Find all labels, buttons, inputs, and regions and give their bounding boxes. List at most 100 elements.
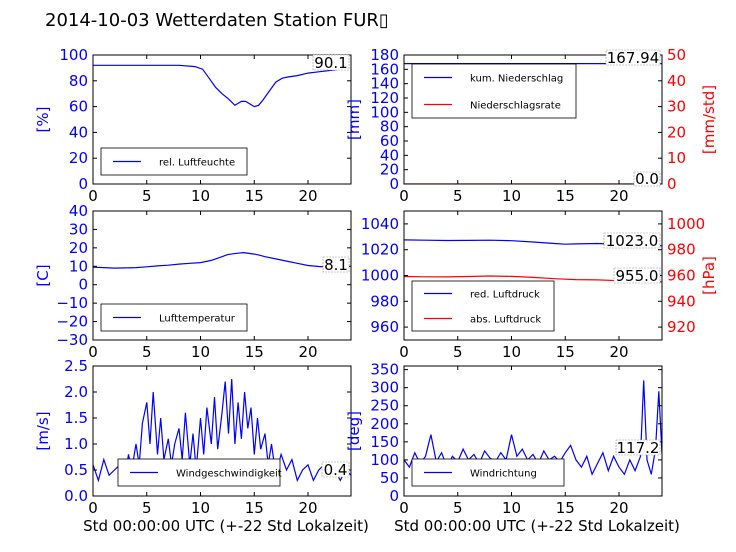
x-tick-label: 5 (142, 187, 152, 205)
y-axis-label: [%] (34, 107, 52, 133)
y-right-tick-label: 50 (667, 46, 686, 64)
y-right-tick-label: 20 (667, 123, 686, 141)
series-line-1 (93, 251, 346, 271)
legend-label: Windgeschwindigkeit (176, 469, 282, 480)
x-tick-label: 0 (399, 187, 409, 205)
y-right-tick-label: 40 (667, 72, 686, 90)
y-right-tick-label: 10 (667, 149, 686, 167)
y-tick-label: 1.0 (64, 435, 88, 453)
x-tick-label: 10 (191, 343, 210, 361)
legend-box (411, 280, 555, 332)
x-tick-label: 10 (191, 187, 210, 205)
x-tick-label: 0 (88, 499, 98, 517)
y-tick-label: 100 (370, 103, 399, 121)
value-annotation: 167.94 (607, 49, 660, 67)
x-tick-label: 5 (453, 343, 463, 361)
legend-box (411, 63, 577, 119)
series-line-1 (93, 378, 351, 483)
x-tick-label: 10 (191, 499, 210, 517)
x-axis-label: Std 00:00:00 UTC (+-22 Std Lokalzeit) (394, 517, 680, 535)
panel-windspeed: 0 5 10 15 20 0.0 0.5 1.0 1.5 2.0 2.5 [m/s] Std 00:00… (34, 357, 369, 535)
value-annotation: 90.1 (314, 54, 347, 72)
value-annotation: 8.1 (324, 256, 348, 274)
y-tick-label: 2.0 (64, 383, 88, 401)
legend-label: abs. Luftdruck (470, 315, 541, 326)
y-right-tick-label: 980 (667, 241, 696, 259)
x-tick-label: 5 (453, 499, 463, 517)
y-right-tick-label: 30 (667, 98, 686, 116)
y-right-tick-label: 0 (667, 175, 677, 193)
series-line-1 (93, 64, 346, 108)
y-right-tick-label: 960 (667, 267, 696, 285)
x-axis-label: Std 00:00:00 UTC (+-22 Std Lokalzeit) (83, 517, 369, 535)
annotation-box (613, 267, 661, 284)
x-tick-label: 0 (88, 187, 98, 205)
y-tick-label: 180 (370, 46, 399, 64)
y-tick-label: 960 (370, 318, 399, 336)
x-tick-label: 0 (399, 499, 409, 517)
value-annotation: 0.4 (324, 461, 348, 479)
y-tick-label: 20 (380, 161, 399, 179)
y-tick-label: −10 (56, 294, 88, 312)
axes-frame (403, 365, 663, 497)
y-tick-label: 1000 (361, 267, 399, 285)
legend-label: Niederschlagsrate (470, 101, 561, 112)
annotation-box (605, 49, 661, 66)
y-tick-label: 0 (389, 487, 399, 505)
x-tick-label: 15 (556, 343, 575, 361)
y-right-tick-label: 940 (667, 292, 696, 310)
y-tick-label: 10 (69, 257, 88, 275)
y-tick-label: 1020 (361, 241, 399, 259)
y-axis-label: [m/s] (34, 411, 52, 450)
y-tick-label: 80 (69, 72, 88, 90)
x-tick-label: 10 (502, 343, 521, 361)
x-tick-label: 20 (298, 187, 317, 205)
y-tick-label: −20 (56, 313, 88, 331)
y-axis-label: [C] (34, 264, 52, 286)
y-tick-label: 100 (59, 46, 88, 64)
y-tick-label: 60 (380, 132, 399, 150)
x-tick-label: 15 (245, 343, 264, 361)
axes-frame (92, 54, 352, 185)
y-tick-label: 0 (389, 175, 399, 193)
x-tick-label: 20 (298, 499, 317, 517)
x-tick-label: 0 (399, 343, 409, 361)
y-tick-label: 980 (370, 292, 399, 310)
y-right-axis-label: [mm/std] (700, 85, 718, 154)
axes-frame (92, 365, 352, 497)
y-tick-label: 1040 (361, 215, 399, 233)
y-tick-label: 20 (69, 149, 88, 167)
panel-precipitation: 0 5 10 15 2002040608010012014016018001020304… (345, 46, 718, 205)
y-tick-label: 1.5 (64, 409, 88, 427)
annotation-box (603, 232, 661, 249)
panel-pressure: 0 5 10 15 20 960 980 1000 1020 1040 920 940 960 980 10… (361, 210, 718, 361)
legend-label: Windrichtung (470, 469, 537, 480)
y-tick-label: 50 (380, 469, 399, 487)
x-tick-label: 20 (298, 343, 317, 361)
annotation-box (615, 439, 661, 456)
y-tick-label: 150 (370, 433, 399, 451)
x-tick-label: 0 (88, 343, 98, 361)
legend-label: Lufttemperatur (159, 314, 236, 325)
x-tick-label: 15 (245, 187, 264, 205)
y-tick-label: 40 (69, 202, 88, 220)
y-tick-label: 2.5 (64, 357, 88, 375)
x-tick-label: 15 (245, 499, 264, 517)
axes-frame (403, 54, 663, 185)
y-axis-label: [deg] (345, 411, 363, 451)
annotation-box (322, 256, 350, 273)
y-tick-label: 100 (370, 451, 399, 469)
y-tick-label: 40 (380, 146, 399, 164)
x-tick-label: 15 (556, 499, 575, 517)
annotation-box (312, 54, 350, 71)
y-tick-label: 120 (370, 89, 399, 107)
value-annotation: 0.0 (635, 170, 659, 188)
annotation-box (321, 461, 350, 478)
legend-label: red. Luftdruck (470, 290, 540, 301)
y-tick-label: 250 (370, 397, 399, 415)
x-tick-label: 10 (502, 499, 521, 517)
x-tick-label: 5 (453, 187, 463, 205)
y-tick-label: −30 (56, 331, 88, 349)
x-tick-label: 15 (556, 187, 575, 205)
